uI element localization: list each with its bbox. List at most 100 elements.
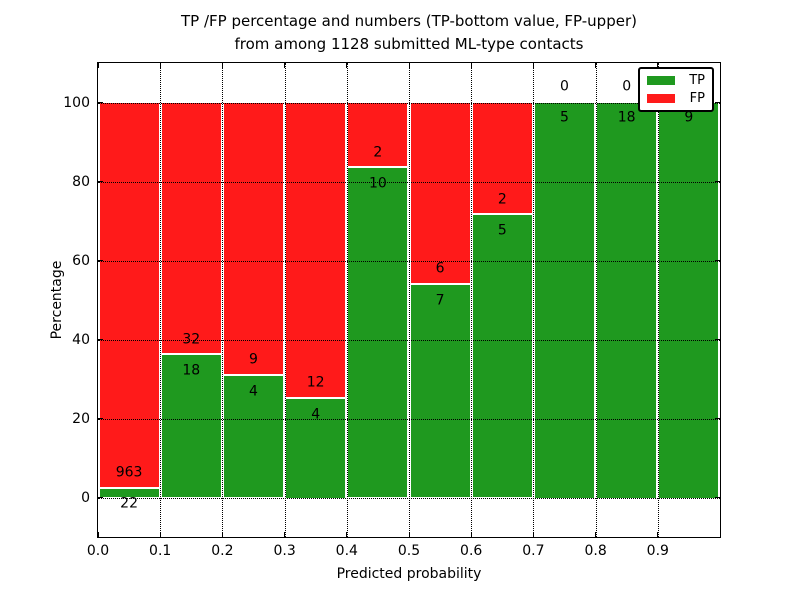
y-tick-label: 40 xyxy=(72,331,90,348)
y-tick-mark-left xyxy=(98,260,103,261)
bar-tp-count-label: 22 xyxy=(120,495,139,512)
x-tick-mark-top xyxy=(532,63,534,68)
x-tick-label: 0.5 xyxy=(397,543,421,559)
bar-tp-count-label: 4 xyxy=(249,383,258,400)
x-tick-mark-top xyxy=(408,63,410,68)
x-tick-label: 0.4 xyxy=(335,543,358,559)
x-tick-label: 0.9 xyxy=(646,543,669,559)
legend-entry-fp: FP xyxy=(647,92,705,105)
vertical-gridline xyxy=(284,63,286,537)
y-tick-label: 80 xyxy=(72,173,90,190)
x-tick-mark-top xyxy=(470,63,472,68)
x-tick-mark-top xyxy=(159,63,161,68)
vertical-gridline xyxy=(222,63,224,537)
bar-tp-count-label: 18 xyxy=(182,362,201,379)
x-tick-mark-top xyxy=(221,63,223,68)
chart-title-line2: from among 1128 submitted ML-type contac… xyxy=(234,35,584,53)
x-tick-mark-bottom xyxy=(657,532,659,537)
x-tick-mark-bottom xyxy=(595,532,597,537)
bar-fp-segment xyxy=(472,102,532,214)
y-tick-mark-right xyxy=(715,497,720,498)
y-tick-mark-left xyxy=(98,181,103,182)
legend-fp-swatch xyxy=(647,94,675,103)
vertical-gridline xyxy=(409,63,410,537)
x-tick-mark-bottom xyxy=(159,532,161,537)
bar-tp-count-label: 18 xyxy=(617,109,636,126)
x-tick-mark-top xyxy=(657,63,659,68)
x-tick-mark-bottom xyxy=(470,532,472,537)
bar-fp-count-label: 6 xyxy=(435,260,445,277)
chart-title: TP /FP percentage and numbers (TP-bottom… xyxy=(98,10,720,56)
bar-tp-segment xyxy=(99,488,159,498)
y-tick-mark-right xyxy=(715,181,720,182)
y-tick-mark-left xyxy=(98,339,103,340)
x-tick-label: 0.2 xyxy=(211,543,234,559)
bar-tp-count-label: 4 xyxy=(311,406,321,423)
y-tick-mark-left xyxy=(98,418,103,419)
legend-entry-tp: TP xyxy=(647,74,705,87)
legend-tp-label: TP xyxy=(689,73,705,88)
vertical-gridline xyxy=(595,63,597,537)
y-tick-mark-left xyxy=(98,102,103,103)
x-tick-mark-top xyxy=(97,63,99,68)
bar-fp-segment xyxy=(99,102,159,487)
legend-tp-swatch xyxy=(647,76,675,85)
bar-tp-count-label: 5 xyxy=(560,109,569,126)
bar-fp-segment xyxy=(161,102,221,354)
bar-fp-segment xyxy=(223,102,284,374)
x-tick-mark-top xyxy=(284,63,286,68)
y-tick-mark-right xyxy=(715,260,720,261)
bar-fp-count-label: 12 xyxy=(306,374,325,391)
x-tick-mark-bottom xyxy=(97,532,99,537)
x-tick-mark-bottom xyxy=(408,532,410,537)
x-tick-mark-bottom xyxy=(284,532,286,537)
vertical-gridline xyxy=(160,63,162,537)
y-tick-label: 100 xyxy=(63,94,90,111)
x-tick-mark-bottom xyxy=(346,532,348,537)
y-axis-label: Percentage xyxy=(49,260,65,340)
bar-fp-segment xyxy=(286,102,346,397)
bar-tp-segment xyxy=(348,168,408,498)
y-tick-label: 60 xyxy=(72,252,90,269)
bar-fp-count-label: 0 xyxy=(560,78,569,95)
y-tick-mark-left xyxy=(98,497,103,498)
bar-fp-count-label: 963 xyxy=(115,464,143,481)
bar-tp-segment xyxy=(472,215,532,498)
x-tick-mark-top xyxy=(346,63,348,68)
bar-tp-segment xyxy=(410,284,470,498)
legend-fp-label: FP xyxy=(689,91,705,106)
bar-fp-segment xyxy=(410,102,470,283)
vertical-gridline xyxy=(533,63,535,537)
x-tick-label: 0.7 xyxy=(522,543,545,559)
bar-tp-segment xyxy=(223,375,284,498)
y-tick-mark-right xyxy=(715,339,720,340)
bar-tp-segment xyxy=(286,398,346,498)
bar-fp-count-label: 2 xyxy=(373,144,383,161)
legend: TP FP xyxy=(638,67,714,112)
y-tick-label: 0 xyxy=(81,489,90,506)
x-axis-label: Predicted probability xyxy=(336,566,482,582)
y-tick-label: 20 xyxy=(72,410,90,427)
bar-tp-segment xyxy=(659,102,719,498)
bar-fp-count-label: 2 xyxy=(497,191,507,208)
bar-tp-count-label: 9 xyxy=(684,109,694,126)
bar-fp-segment xyxy=(348,102,408,167)
bar-tp-segment xyxy=(597,102,657,498)
bar-tp-count-label: 5 xyxy=(497,222,507,239)
bar-tp-count-label: 10 xyxy=(368,175,387,192)
y-tick-mark-right xyxy=(715,418,720,419)
vertical-gridline xyxy=(657,63,659,537)
bar-fp-count-label: 9 xyxy=(249,351,258,368)
x-tick-label: 0.3 xyxy=(273,543,296,559)
bar-tp-segment xyxy=(534,102,595,498)
chart-title-line1: TP /FP percentage and numbers (TP-bottom… xyxy=(181,12,637,30)
x-tick-label: 0.6 xyxy=(460,543,483,559)
vertical-gridline xyxy=(471,63,473,537)
bar-tp-segment xyxy=(161,355,221,498)
y-tick-mark-right xyxy=(715,102,720,103)
bar-fp-count-label: 32 xyxy=(182,331,201,347)
bar-tp-count-label: 7 xyxy=(435,292,445,309)
x-tick-label: 0.0 xyxy=(86,543,110,559)
plot-area: 9632232189412421067250501809 xyxy=(97,62,721,538)
